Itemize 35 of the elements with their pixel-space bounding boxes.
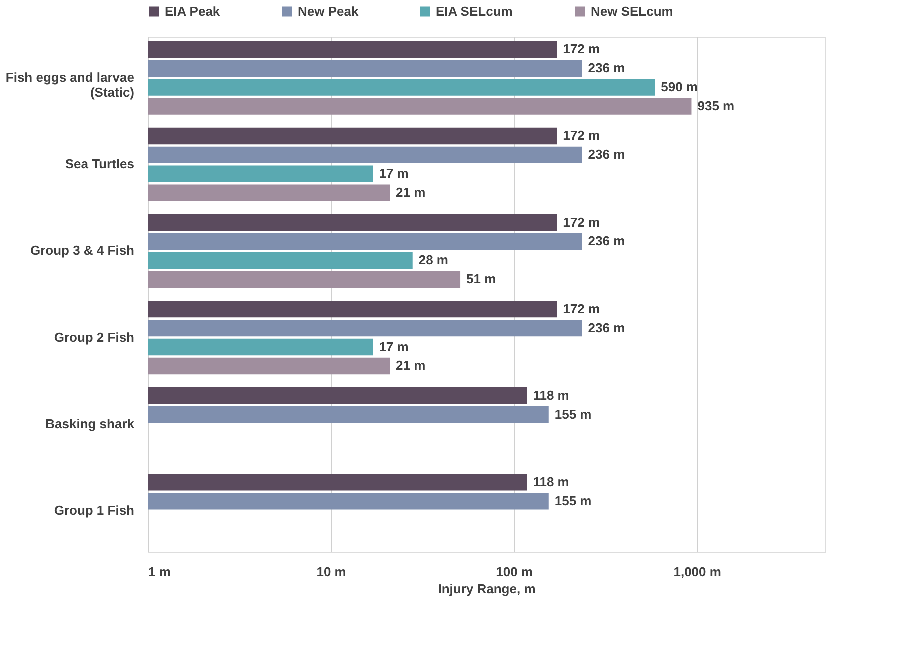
x-tick-label: 1 m	[148, 564, 171, 580]
x-tick-label: 10 m	[316, 564, 346, 580]
data-label: 172 m	[563, 301, 600, 316]
data-label: 172 m	[563, 128, 600, 144]
data-label: 236 m	[588, 147, 626, 162]
data-label: 172 m	[563, 42, 600, 57]
legend-label: New Peak	[298, 4, 360, 19]
x-axis-title: Injury Range, m	[438, 582, 536, 596]
data-label: 236 m	[588, 234, 626, 249]
y-tick-label: Group 2 Fish	[54, 330, 135, 345]
y-tick-label: Group 1 Fish	[54, 502, 135, 518]
y-tick-label: Sea Turtles	[65, 156, 134, 172]
x-tick-label: 100 m	[496, 564, 533, 580]
data-label: 17 m	[379, 166, 409, 182]
data-label: 236 m	[588, 60, 626, 76]
data-label: 118 m	[533, 474, 570, 490]
data-label: 21 m	[396, 358, 426, 374]
y-tick-label: Group 3 & 4 Fish	[30, 243, 135, 258]
data-label: 51 m	[466, 272, 496, 287]
legend-label: EIA Peak	[165, 4, 221, 19]
data-label: 590 m	[661, 80, 698, 95]
legend-label: New SELcum	[591, 4, 674, 19]
x-tick-label: 1,000 m	[674, 564, 722, 580]
data-label: 155 m	[554, 406, 592, 422]
y-tick-label: Basking shark	[46, 416, 136, 432]
data-label: 118 m	[533, 388, 570, 403]
data-label: 28 m	[418, 252, 449, 268]
data-label: 21 m	[396, 185, 426, 200]
y-tick-label: Fish eggs and larvae (Static)	[6, 70, 134, 100]
data-label: 236 m	[588, 320, 626, 336]
data-label: 935 m	[698, 98, 735, 114]
legend-label: EIA SELcum	[436, 4, 513, 19]
data-label: 17 m	[379, 339, 409, 354]
data-label: 172 m	[563, 214, 600, 230]
data-label: 155 m	[554, 493, 592, 508]
